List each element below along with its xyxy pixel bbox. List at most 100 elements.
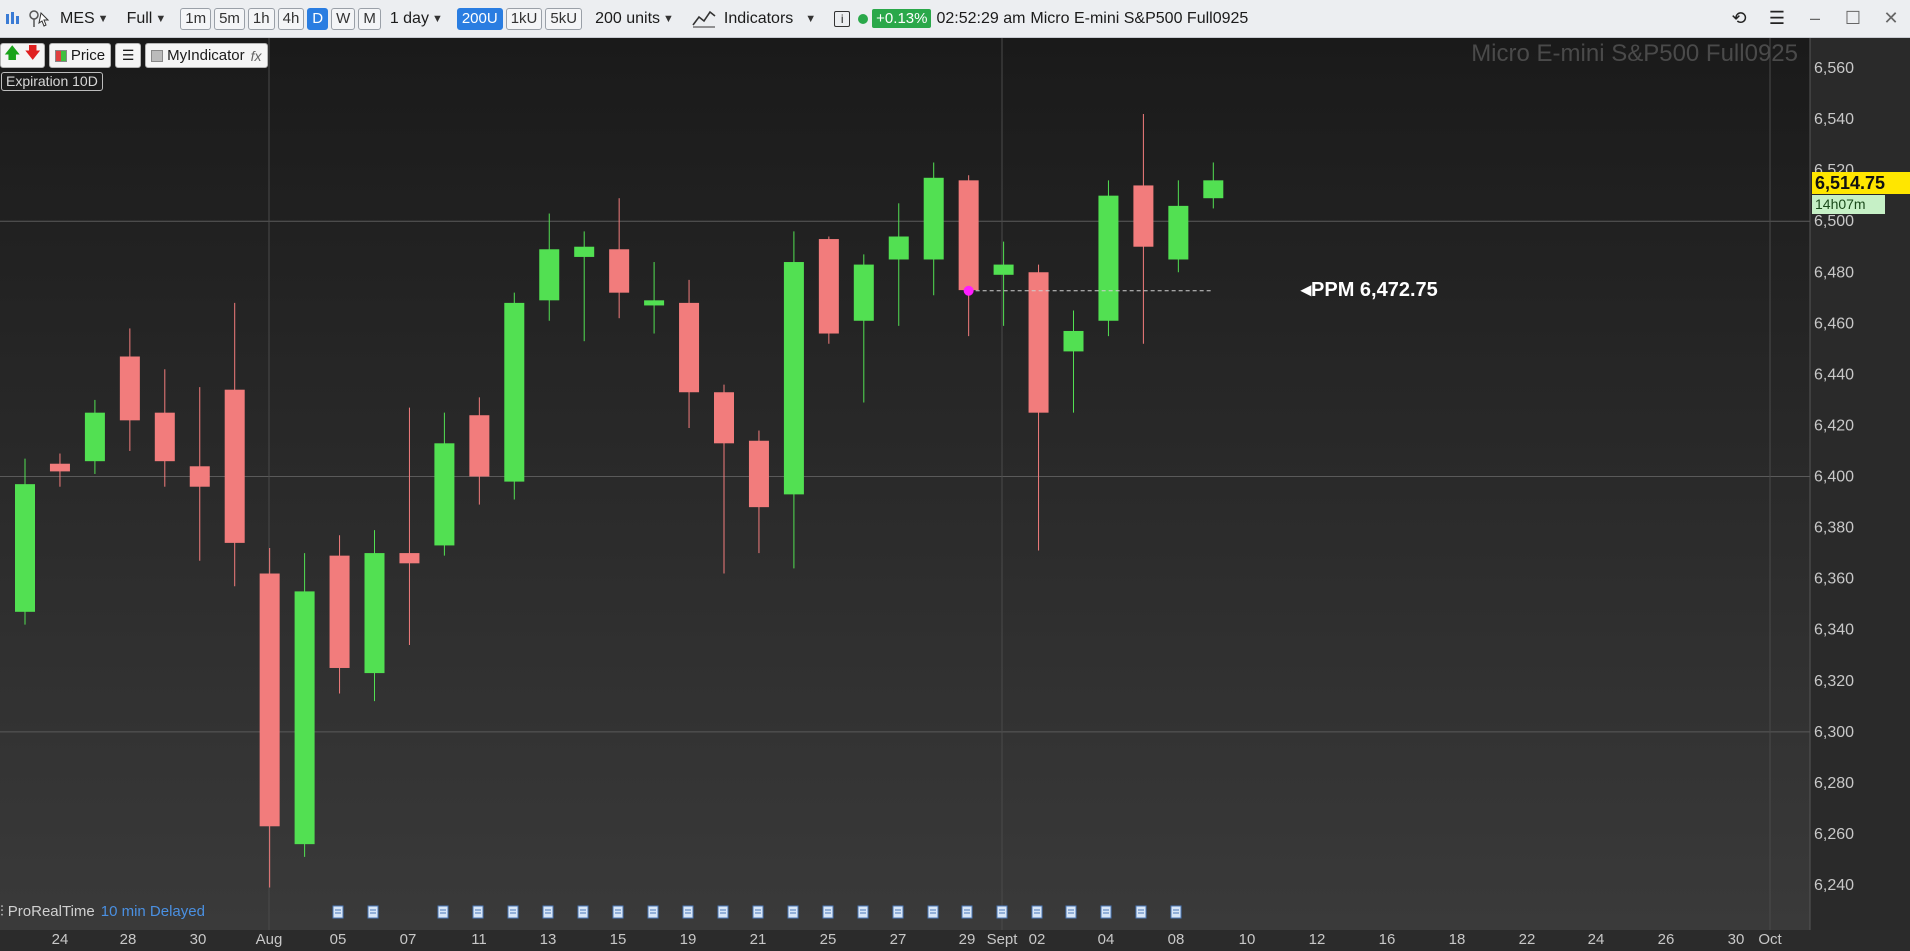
y-tick-label: 6,360 [1814, 571, 1854, 588]
minimize-icon[interactable]: – [1809, 8, 1820, 28]
event-doc-icon[interactable] [472, 905, 484, 919]
candle[interactable] [1098, 180, 1119, 337]
event-doc-icon[interactable] [1135, 905, 1147, 919]
timeframe-d-button[interactable]: D [307, 7, 329, 30]
y-tick-label: 6,560 [1814, 60, 1854, 77]
candle[interactable] [1028, 264, 1049, 551]
units-5ku-button[interactable]: 5kU [545, 7, 583, 30]
info-icon[interactable]: i [834, 10, 851, 27]
event-doc-icon[interactable] [612, 905, 624, 919]
event-doc-icon[interactable] [577, 905, 589, 919]
candle[interactable] [609, 198, 630, 319]
symbol-selector[interactable]: MES ▼ [60, 10, 109, 28]
candle-countdown: 14h07m [1812, 195, 1885, 214]
event-doc-icon[interactable] [507, 905, 519, 919]
event-doc-icon[interactable] [682, 905, 694, 919]
maximize-icon[interactable]: ☐ [1844, 8, 1862, 28]
candle[interactable] [748, 430, 769, 554]
event-doc-icon[interactable] [752, 905, 764, 919]
candle[interactable] [644, 262, 665, 334]
timeframe-w-button[interactable]: W [331, 7, 356, 30]
list-button[interactable]: ☰ [115, 43, 142, 68]
indicators-button[interactable]: Indicators ▼ [692, 9, 816, 29]
event-doc-icon[interactable] [647, 905, 659, 919]
candle[interactable] [679, 279, 700, 428]
timeframe-5m-button[interactable]: 5m [214, 7, 245, 30]
buy-sell-buttons[interactable]: 🡅 🡇 [0, 43, 45, 68]
event-doc-icon[interactable] [717, 905, 729, 919]
candle[interactable] [224, 302, 245, 587]
candle[interactable] [923, 162, 944, 296]
session-selector[interactable]: Full ▼ [127, 10, 167, 28]
event-doc-icon[interactable] [542, 905, 554, 919]
candle-body [434, 443, 455, 546]
candle[interactable] [364, 530, 385, 702]
chart-watermark: Micro E-mini S&P500 Full0925 [1471, 40, 1798, 67]
event-doc-icon[interactable] [857, 905, 869, 919]
candle[interactable] [1063, 310, 1084, 413]
event-doc-icon[interactable] [1031, 905, 1043, 919]
candle[interactable] [469, 397, 490, 505]
chart-area[interactable]: 6,560 6,540 6,520 6,500 6,480 6,460 6,440 6,420… [0, 38, 1910, 951]
event-doc-icon[interactable] [332, 905, 344, 919]
event-doc-icon[interactable] [822, 905, 834, 919]
event-doc-icon[interactable] [1100, 905, 1112, 919]
candle[interactable] [84, 399, 105, 474]
candle[interactable] [783, 231, 804, 569]
drawing-tool-icon[interactable] [28, 9, 52, 29]
units-200u-button[interactable]: 200U [456, 7, 503, 30]
timeframe-1h-button[interactable]: 1h [247, 7, 275, 30]
ppm-dot[interactable] [963, 285, 974, 296]
candle[interactable] [119, 328, 140, 451]
arrow-down-icon[interactable]: 🡇 [24, 45, 41, 62]
candle[interactable] [189, 387, 210, 561]
fx-icon[interactable]: fx [250, 47, 262, 64]
event-doc-icon[interactable] [437, 905, 449, 919]
candle[interactable] [539, 213, 560, 321]
candle[interactable] [888, 203, 909, 326]
candle[interactable] [993, 241, 1014, 326]
candle[interactable] [259, 547, 280, 888]
candle[interactable] [818, 236, 839, 344]
event-doc-icon[interactable] [1065, 905, 1077, 919]
candle[interactable] [154, 369, 175, 487]
event-doc-icon[interactable] [961, 905, 973, 919]
indicator-legend[interactable]: MyIndicator fx [145, 43, 268, 68]
candle[interactable] [49, 453, 70, 487]
sync-icon[interactable]: ⟲ [1731, 8, 1747, 28]
candle[interactable] [294, 553, 315, 857]
close-icon[interactable]: ✕ [1883, 8, 1899, 28]
candle[interactable] [1168, 180, 1189, 273]
candle[interactable] [504, 292, 525, 500]
chart-type-icon[interactable] [4, 10, 22, 28]
candle[interactable] [714, 384, 734, 574]
units-1ku-button[interactable]: 1kU [505, 7, 543, 30]
event-doc-icon[interactable] [1170, 905, 1182, 919]
event-doc-icon[interactable] [892, 905, 904, 919]
candle[interactable] [853, 254, 874, 403]
price-chart[interactable]: 6,5606,5406,5206,5006,4806,4606,4406,420… [0, 38, 1910, 951]
units-selector[interactable]: 200 units ▼ [595, 10, 674, 28]
event-doc-icon[interactable] [367, 905, 379, 919]
candle[interactable] [574, 231, 595, 342]
menu-icon[interactable]: ☰ [1768, 8, 1786, 28]
x-tick-label: 30 [1728, 931, 1745, 948]
candle[interactable] [329, 535, 350, 694]
candle[interactable] [958, 175, 979, 337]
candle[interactable] [399, 407, 420, 646]
chart-type-icon[interactable]: ⫶ [0, 903, 4, 920]
timeframe-4h-button[interactable]: 4h [277, 7, 305, 30]
candle[interactable] [15, 458, 35, 625]
timeframe-m-button[interactable]: M [358, 7, 381, 30]
event-doc-icon[interactable] [996, 905, 1008, 919]
x-tick-label: 18 [1449, 931, 1466, 948]
event-doc-icon[interactable] [787, 905, 799, 919]
price-legend[interactable]: Price [48, 43, 112, 68]
candle[interactable] [434, 412, 455, 556]
arrow-up-icon[interactable]: 🡅 [4, 45, 21, 62]
candle[interactable] [1133, 113, 1154, 344]
timeframe-1m-button[interactable]: 1m [180, 7, 212, 30]
period-selector[interactable]: 1 day ▼ [390, 10, 443, 28]
event-doc-icon[interactable] [927, 905, 939, 919]
candle[interactable] [1203, 162, 1224, 209]
